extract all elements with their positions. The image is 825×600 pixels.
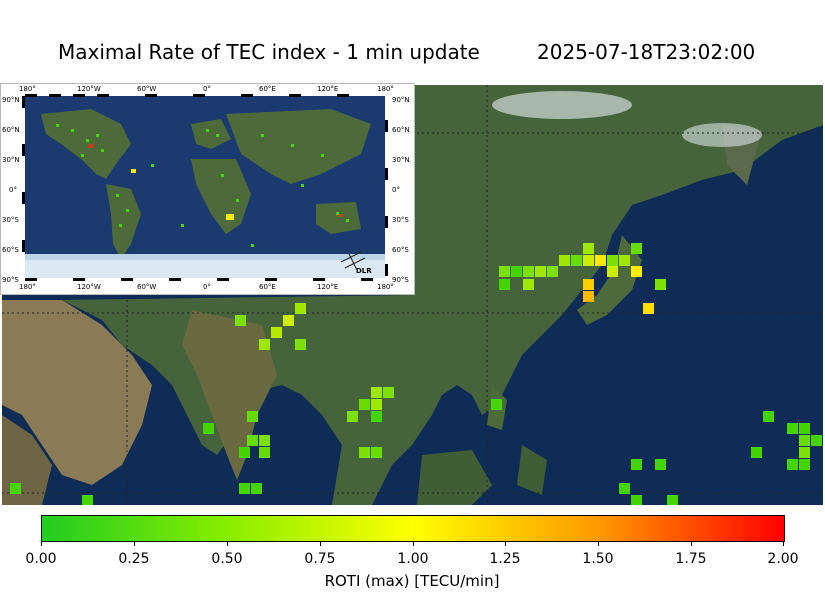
inset-lat-label: 60°N <box>2 126 20 134</box>
colorbar-tick <box>41 541 42 546</box>
inset-lon-label: 0° <box>203 283 211 291</box>
inset-lon-label: 120°E <box>317 283 339 291</box>
colorbar-tick <box>505 541 506 546</box>
inset-lat-label: 90°S <box>2 276 19 284</box>
inset-lon-label: 120°W <box>77 283 101 291</box>
colorbar-tick-label: 1.50 <box>582 551 614 567</box>
inset-lon-label: 0° <box>203 85 211 93</box>
inset-lat-label: 90°N <box>392 96 410 104</box>
timestamp: 2025-07-18T23:02:00 <box>537 40 756 64</box>
inset-lat-label: 30°S <box>392 216 409 224</box>
global-inset-map[interactable]: 180° 120°W 60°W 0° 60°E 120°E 180° 180° … <box>0 83 415 295</box>
dlr-logo-text: DLR <box>356 267 372 275</box>
colorbar-tick-label: 2.00 <box>767 551 799 567</box>
inset-lon-label: 60°E <box>259 85 276 93</box>
inset-lon-label: 180° <box>377 85 394 93</box>
colorbar-tick-label: 1.25 <box>489 551 521 567</box>
colorbar-tick-label: 0.50 <box>211 551 243 567</box>
inset-lon-label: 120°E <box>317 85 339 93</box>
colorbar-tick-label: 1.75 <box>675 551 707 567</box>
colorbar-label: ROTI (max) [TECU/min] <box>324 572 500 590</box>
inset-lat-label: 60°S <box>392 246 409 254</box>
colorbar-tick <box>783 541 784 546</box>
asia-landmass <box>62 85 823 505</box>
colorbar-tick <box>598 541 599 546</box>
colorbar-tick <box>134 541 135 546</box>
inset-lat-label: 90°S <box>392 276 409 284</box>
colorbar-tick <box>227 541 228 546</box>
dlr-logo <box>340 251 366 271</box>
inset-lat-label: 60°N <box>392 126 410 134</box>
inset-lon-label: 120°W <box>77 85 101 93</box>
colorbar-tick <box>320 541 321 546</box>
inset-lat-label: 30°N <box>2 156 20 164</box>
roti-cells <box>10 243 822 505</box>
inset-lat-label: 0° <box>9 186 17 194</box>
colorbar-tick-label: 0.75 <box>304 551 336 567</box>
inset-lat-label: 30°N <box>392 156 410 164</box>
inset-lat-label: 0° <box>392 186 400 194</box>
inset-lon-label: 180° <box>377 283 394 291</box>
inset-lat-label: 60°S <box>2 246 19 254</box>
colorbar-tick <box>413 541 414 546</box>
inset-lon-label: 60°W <box>137 283 157 291</box>
colorbar-tick <box>691 541 692 546</box>
inset-lon-label: 180° <box>19 85 36 93</box>
inset-lon-label: 60°W <box>137 85 157 93</box>
colorbar-tick-label: 1.00 <box>397 551 429 567</box>
chart-title: Maximal Rate of TEC index - 1 min update <box>58 40 480 64</box>
inset-lat-label: 90°N <box>2 96 20 104</box>
india-landmass <box>182 310 277 480</box>
inset-lon-label: 180° <box>19 283 36 291</box>
colorbar-tick-label: 0.00 <box>25 551 57 567</box>
colorbar <box>41 515 785 542</box>
inset-lat-label: 30°S <box>2 216 19 224</box>
inset-lon-label: 60°E <box>259 283 276 291</box>
colorbar-tick-label: 0.25 <box>118 551 150 567</box>
